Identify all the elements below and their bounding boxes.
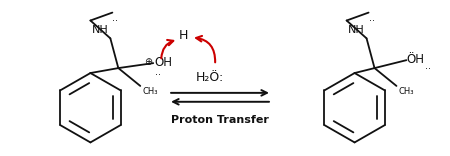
Text: NH: NH [348,25,365,35]
Text: Proton Transfer: Proton Transfer [171,115,269,125]
Text: NH: NH [92,25,108,35]
Text: OH: OH [154,56,172,69]
Text: ··: ·· [112,17,118,27]
Text: ··: ·· [155,70,161,80]
Text: ⊕: ⊕ [144,57,152,67]
Text: CH₃: CH₃ [142,87,158,96]
Text: H₂Ö:: H₂Ö: [196,71,224,85]
Text: ÖH: ÖH [406,53,424,66]
Text: ··: ·· [425,64,432,74]
Text: CH₃: CH₃ [398,87,414,96]
Text: H: H [179,29,188,42]
Text: ··: ·· [369,17,374,27]
